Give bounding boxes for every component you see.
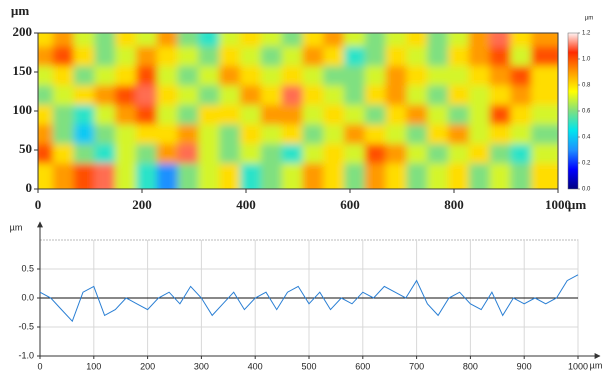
colorbar [568, 33, 578, 189]
x-tick-label: 600 [340, 197, 360, 212]
x-tick-label: 1000 [545, 197, 571, 212]
heatmap-cells [32, 27, 564, 195]
y-tick-label: 0.0 [21, 292, 34, 302]
x-tick-label: 1000 [568, 361, 588, 371]
x-tick-label: 600 [355, 361, 370, 371]
colorbar-label: µm [585, 16, 593, 22]
y-tick-label: 100 [13, 102, 33, 117]
x-tick-label: 300 [194, 361, 209, 371]
x-tick-label: 0 [35, 197, 42, 212]
figure: µm µm µm µm µm 0501001502000200400600800… [0, 0, 605, 374]
colorbar-tick-label: 0.4 [582, 135, 591, 141]
colorbar-tick-label: 0.2 [582, 161, 591, 167]
x-axis-label: µm [590, 360, 603, 370]
heatmap-cell [531, 164, 564, 196]
x-tick-label: 800 [444, 197, 464, 212]
colorbar-tick-label: 0.0 [582, 187, 591, 193]
x-tick-label: 800 [463, 361, 478, 371]
y-tick-label: -0.5 [18, 321, 34, 331]
colorbar-tick-label: 0.6 [582, 109, 591, 115]
y-tick-label: 0 [26, 180, 33, 195]
y-tick-label: -1.0 [18, 350, 34, 360]
x-tick-label: 200 [132, 197, 152, 212]
x-tick-label: 400 [236, 197, 256, 212]
y-tick-label: 0.5 [21, 263, 34, 273]
x-tick-label: 500 [301, 361, 316, 371]
x-tick-label: 0 [37, 361, 42, 371]
y-axis-label: µm [10, 222, 23, 232]
x-tick-label: 900 [517, 361, 532, 371]
y-axis-label: µm [11, 3, 29, 18]
x-tick-label: 200 [140, 361, 155, 371]
colorbar-tick-label: 0.8 [582, 83, 591, 89]
y-tick-label: 50 [19, 141, 32, 156]
colorbar-tick-label: 1.2 [582, 31, 591, 37]
y-tick-label: 200 [13, 24, 33, 39]
x-tick-label: 700 [409, 361, 424, 371]
colorbar-tick-label: 1.0 [582, 57, 591, 63]
x-tick-label: 100 [86, 361, 101, 371]
y-tick-label: 150 [13, 63, 33, 78]
x-tick-label: 400 [248, 361, 263, 371]
